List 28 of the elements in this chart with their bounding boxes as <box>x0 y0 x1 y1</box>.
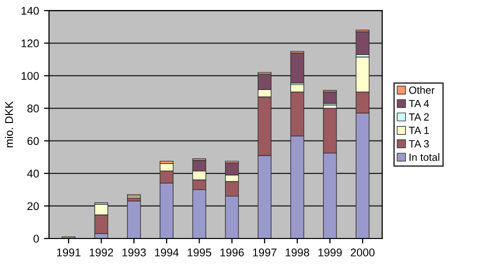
x-tick-label: 1995 <box>188 248 212 256</box>
bar <box>323 92 337 104</box>
x-tick-label: 1999 <box>318 248 342 256</box>
legend-label: TA 3 <box>408 140 429 148</box>
legend-label: In total <box>410 153 440 161</box>
x-tick-label: 2000 <box>350 248 375 256</box>
x-tick-label: 1991 <box>57 248 80 256</box>
x-tick-label: 1997 <box>253 248 276 256</box>
y-tick-label: 20 <box>27 202 39 210</box>
legend-label: TA 2 <box>408 113 429 121</box>
x-tick-label: 1994 <box>155 248 179 256</box>
x-tick-label: 1996 <box>220 248 244 256</box>
y-tick-label: 140 <box>22 6 39 15</box>
legend-label: TA 4 <box>408 100 430 108</box>
y-axis-title: mio. DKK <box>4 101 13 148</box>
x-tick-label: 1998 <box>286 248 310 256</box>
bar <box>356 31 370 55</box>
y-tick-label: 0 <box>34 234 39 243</box>
y-tick-label: 120 <box>22 39 39 48</box>
y-tick-label: 40 <box>27 170 39 178</box>
legend-label: TA 1 <box>408 126 429 134</box>
bar <box>127 200 141 238</box>
y-tick-label: 60 <box>27 137 39 145</box>
y-tick-label: 80 <box>27 104 39 112</box>
x-tick-label: 1992 <box>90 248 114 256</box>
legend-label: Other <box>409 86 435 94</box>
x-tick-label: 1993 <box>122 248 146 256</box>
y-tick-label: 100 <box>22 72 39 80</box>
